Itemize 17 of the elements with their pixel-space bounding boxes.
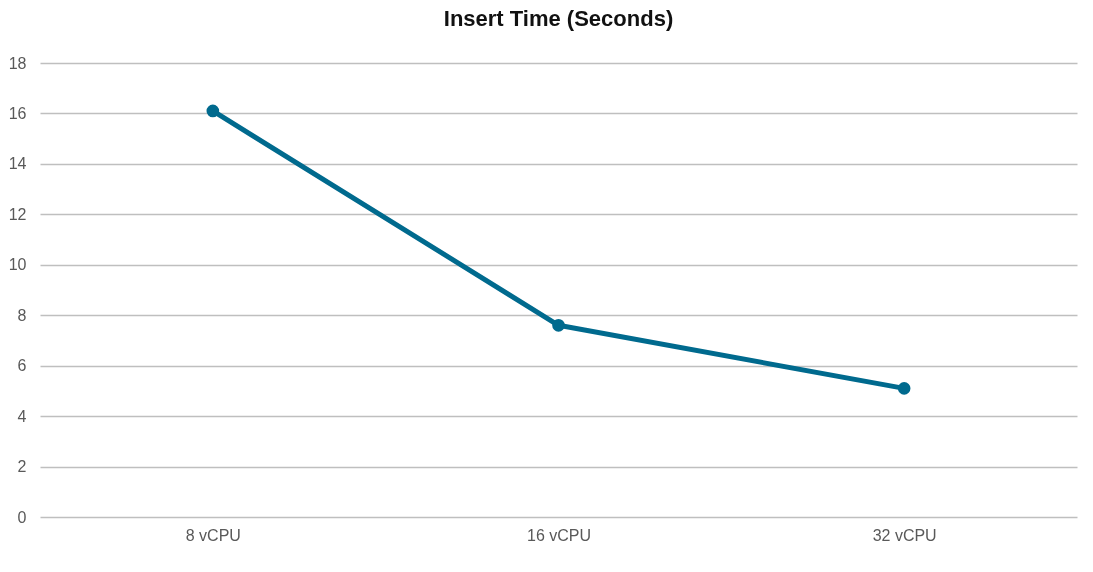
y-tick-label: 2 — [17, 458, 27, 476]
y-tick-label: 4 — [17, 407, 27, 425]
chart-title: Insert Time (Seconds) — [443, 6, 674, 31]
x-tick-label: 32 vCPU — [872, 526, 937, 544]
point — [897, 382, 911, 395]
y-tick-label: 0 — [17, 508, 27, 526]
y-tick-label: 6 — [17, 357, 27, 375]
y-tick-label: 18 — [8, 54, 27, 72]
y-tick-label: 14 — [8, 155, 27, 173]
x-tick-label: 16 vCPU — [526, 526, 592, 544]
point — [206, 104, 220, 118]
y-tick-label: 16 — [8, 104, 27, 122]
x-tick-label: 8 vCPU — [185, 526, 241, 544]
y-tick-label: 12 — [8, 205, 27, 223]
y-tick-label: 8 — [17, 306, 27, 324]
y-tick-label: 10 — [8, 256, 27, 274]
point — [552, 319, 565, 332]
